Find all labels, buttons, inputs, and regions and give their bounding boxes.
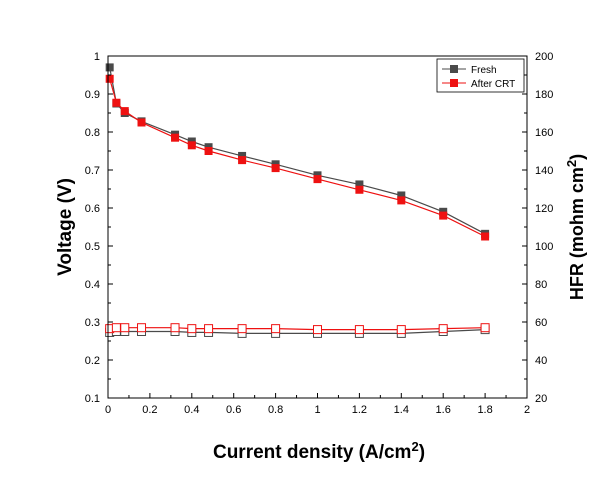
data-point-after-crt xyxy=(187,141,196,150)
x-tick-label: 1.4 xyxy=(394,404,409,416)
data-point-after-crt xyxy=(439,211,448,220)
y-right-tick-label: 140 xyxy=(535,165,553,177)
data-point-after-crt-hfr xyxy=(187,324,197,334)
legend: Fresh After CRT xyxy=(436,58,525,93)
y-right-tick-label: 20 xyxy=(535,393,547,405)
y-right-tick-label: 120 xyxy=(535,203,553,215)
legend-label-fresh: Fresh xyxy=(471,65,497,76)
data-point-after-crt-hfr xyxy=(237,324,247,334)
x-axis-title-sup: 2 xyxy=(411,439,418,454)
x-tick-label: 1.2 xyxy=(352,404,367,416)
data-point-after-crt xyxy=(171,133,180,142)
y-left-tick-label: 0.2 xyxy=(85,355,100,367)
x-axis-title-close: ) xyxy=(419,442,425,463)
y-right-tick-label: 40 xyxy=(535,355,547,367)
legend-marker-fresh xyxy=(450,65,458,73)
series-line-after-crt-hfr xyxy=(109,327,486,331)
y-right-tick-label: 200 xyxy=(535,51,553,63)
y-left-tick-label: 0.3 xyxy=(85,317,100,329)
x-axis-title-main: Current density (A/cm xyxy=(213,442,411,463)
legend-marker-after-crt xyxy=(450,79,458,87)
y-right-tick-label: 60 xyxy=(535,317,547,329)
data-point-fresh xyxy=(355,180,364,189)
x-tick-label: 0.6 xyxy=(226,404,241,416)
data-point-after-crt-hfr xyxy=(111,323,121,333)
x-tick-label: 0 xyxy=(105,404,111,416)
x-tick-label: 1 xyxy=(314,404,320,416)
chart-marks xyxy=(105,63,490,338)
y-right-tick-label: 80 xyxy=(535,279,547,291)
x-tick-label: 0.8 xyxy=(268,404,283,416)
y-right-axis-title-sup: 2 xyxy=(564,160,579,167)
data-point-after-crt-hfr xyxy=(137,323,147,333)
data-point-after-crt xyxy=(355,185,364,194)
x-tick-label: 0.2 xyxy=(142,404,157,416)
x-axis-title: Current density (A/cm2) xyxy=(213,439,425,463)
data-point-after-crt-hfr xyxy=(170,323,180,333)
y-left-tick-label: 0.6 xyxy=(85,203,100,215)
data-point-fresh xyxy=(238,151,247,160)
data-point-after-crt xyxy=(481,232,490,241)
data-point-after-crt xyxy=(112,98,121,107)
data-point-after-crt xyxy=(204,147,213,155)
data-point-after-crt xyxy=(271,164,280,173)
data-point-after-crt xyxy=(120,107,129,116)
series-line-fresh xyxy=(109,67,486,235)
data-point-fresh xyxy=(105,63,114,72)
data-point-after-crt-hfr xyxy=(313,325,322,335)
data-point-after-crt-hfr xyxy=(396,325,406,335)
data-point-after-crt-hfr xyxy=(204,324,214,334)
series-line-fresh-hfr xyxy=(109,329,486,334)
axes: 0 0.2 0.4 0.6 0.8 1 1.2 1.4 1.6 1.8 2 0.1 0.2 0.3 0.4 0… xyxy=(85,51,554,416)
x-tick-label: 1.6 xyxy=(436,404,451,416)
data-point-after-crt-hfr xyxy=(354,325,364,335)
x-tick-label: 2 xyxy=(524,404,530,416)
y-right-tick-label: 100 xyxy=(535,241,553,253)
data-point-after-crt xyxy=(105,74,114,83)
y-right-axis-title-main: HFR (mohm cm xyxy=(567,167,587,300)
y-left-tick-label: 0.7 xyxy=(85,165,100,177)
series-line-after-crt xyxy=(109,78,486,238)
y-right-axis-title-close: ) xyxy=(567,154,587,160)
x-tick-label: 0.4 xyxy=(184,404,199,416)
data-point-after-crt-hfr xyxy=(480,323,490,333)
y-right-tick-label: 180 xyxy=(535,89,553,101)
data-point-after-crt xyxy=(397,196,406,205)
data-point-after-crt xyxy=(137,118,146,127)
y-left-tick-label: 1 xyxy=(94,51,100,63)
y-right-axis-title: HFR (mohm cm2) xyxy=(564,154,587,300)
y-left-tick-label: 0.9 xyxy=(85,89,100,101)
data-point-after-crt-hfr xyxy=(438,324,448,334)
data-point-after-crt xyxy=(313,175,322,184)
y-left-tick-label: 0.8 xyxy=(85,127,100,139)
data-point-after-crt-hfr xyxy=(271,324,281,334)
y-left-tick-label: 0.4 xyxy=(85,279,100,291)
y-left-tick-label: 0.1 xyxy=(85,393,100,405)
y-right-tick-label: 160 xyxy=(535,127,553,139)
x-tick-label: 1.8 xyxy=(477,404,492,416)
y-left-axis-title: Voltage (V) xyxy=(55,178,76,276)
data-point-fresh xyxy=(397,191,406,200)
y-left-tick-label: 0.5 xyxy=(85,241,100,253)
data-point-after-crt xyxy=(238,156,247,165)
data-point-after-crt-hfr xyxy=(120,323,130,333)
legend-label-after-crt: After CRT xyxy=(471,79,515,90)
plot-frame xyxy=(107,55,528,399)
